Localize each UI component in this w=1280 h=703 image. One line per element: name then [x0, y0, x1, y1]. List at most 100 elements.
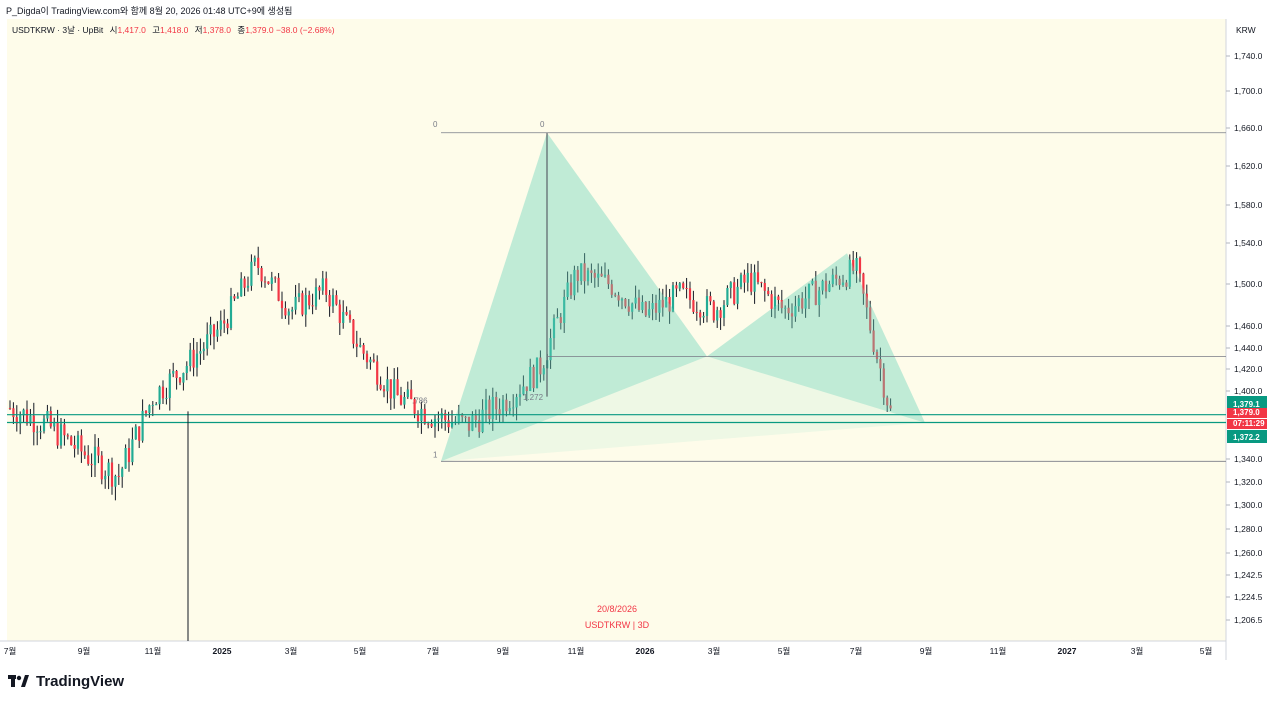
candle-body — [590, 270, 593, 273]
candle-body — [56, 422, 59, 446]
candle-body — [240, 278, 243, 297]
candle-body — [359, 345, 362, 347]
candle-body — [716, 310, 719, 321]
candle-body — [93, 446, 97, 466]
candle-body — [658, 299, 661, 313]
candle-body — [488, 399, 491, 420]
price-tick-label: 1,400.0 — [1234, 386, 1263, 396]
candle-body — [610, 284, 613, 295]
price-label-box — [1227, 419, 1267, 429]
candle-body — [549, 338, 552, 361]
candle-body — [556, 317, 559, 319]
candle-body — [437, 418, 440, 420]
candle-body — [603, 274, 607, 277]
candle-body — [195, 353, 199, 368]
candle-body — [845, 282, 848, 287]
candle-body — [90, 463, 93, 466]
candle-body — [430, 423, 433, 427]
candle-body — [355, 343, 358, 347]
candle-body — [671, 285, 675, 312]
candle-body — [301, 293, 304, 315]
candle-body — [172, 370, 175, 374]
candle-body — [848, 259, 851, 287]
candle-body — [624, 298, 627, 307]
candle-body — [535, 357, 539, 389]
fib-label: 0 — [433, 120, 438, 129]
candle-body — [379, 384, 382, 390]
candle-body — [124, 447, 127, 469]
candle-body — [627, 306, 630, 312]
candle-body — [257, 257, 260, 268]
candle-body — [886, 397, 889, 406]
candle-body — [151, 405, 154, 407]
candle-body — [274, 277, 277, 279]
candle-body — [750, 272, 753, 292]
candle-body — [59, 424, 63, 446]
candle-body — [32, 415, 35, 433]
candle-body — [12, 408, 15, 418]
candle-body — [87, 455, 90, 464]
price-tick-label: 1,700.0 — [1234, 86, 1263, 96]
candle-body — [389, 379, 392, 399]
candle-body — [66, 435, 69, 437]
candle-body — [406, 389, 409, 397]
tradingview-logo[interactable]: TradingView — [8, 673, 124, 690]
candle-body — [522, 386, 525, 395]
candle-body — [525, 386, 528, 391]
candle-body — [396, 379, 399, 396]
candle-body — [243, 278, 246, 288]
candle-body — [770, 294, 773, 309]
candle-body — [212, 324, 216, 337]
candle-body — [104, 475, 107, 480]
candle-body — [192, 349, 195, 368]
candle-body — [763, 282, 766, 291]
price-tick-label: 1,320.0 — [1234, 477, 1263, 487]
candle-body — [471, 415, 474, 431]
candle-body — [338, 304, 341, 323]
fib-label: .786 — [412, 396, 428, 405]
candle-body — [651, 302, 654, 310]
candle-body — [199, 351, 202, 354]
price-axis: 1,740.0 1,700.0 1,660.0 1,620.0 1,580.0 1,540… — [1226, 25, 1263, 625]
price-label-text: 07:11:29 — [1233, 419, 1265, 428]
fib-label: 0 — [540, 120, 545, 129]
candle-body — [801, 298, 804, 309]
harmonic-patterns — [441, 132, 925, 462]
candle-body — [529, 366, 532, 391]
candle-body — [746, 272, 749, 283]
candle-body — [474, 415, 477, 421]
candle-body — [682, 283, 685, 289]
candle-body — [804, 298, 807, 309]
candle-body — [889, 405, 892, 409]
close-label: 종 — [237, 25, 246, 35]
candle-body — [637, 297, 641, 310]
candle-body — [277, 277, 280, 301]
candle-body — [668, 296, 671, 312]
candle-body — [335, 295, 338, 305]
open-value: 1,417.0 — [117, 25, 146, 35]
candle-body — [821, 280, 824, 291]
price-label-box — [1227, 396, 1267, 410]
fib-label: 1.272 — [523, 393, 544, 402]
candle-body — [328, 294, 331, 307]
candle-body — [39, 431, 42, 433]
candle-body — [175, 370, 178, 378]
candle-body — [648, 309, 651, 316]
candle-body — [100, 455, 103, 480]
candle-body — [362, 345, 365, 354]
candle-body — [403, 396, 406, 405]
price-label-text: 1,372.2 — [1233, 433, 1260, 442]
candle-body — [875, 351, 879, 360]
watermark-date: 20/8/2026 — [597, 604, 637, 614]
candle-body — [138, 426, 141, 441]
price-tick-label: 1,440.0 — [1234, 343, 1263, 353]
candle-body — [777, 296, 780, 300]
candle-body — [447, 420, 450, 428]
candle-body — [583, 263, 586, 282]
candle-body — [423, 408, 426, 424]
candle-body — [729, 282, 732, 288]
price-tick-label: 1,206.5 — [1234, 615, 1263, 625]
candle-body — [573, 269, 576, 296]
candle-body — [607, 274, 610, 285]
